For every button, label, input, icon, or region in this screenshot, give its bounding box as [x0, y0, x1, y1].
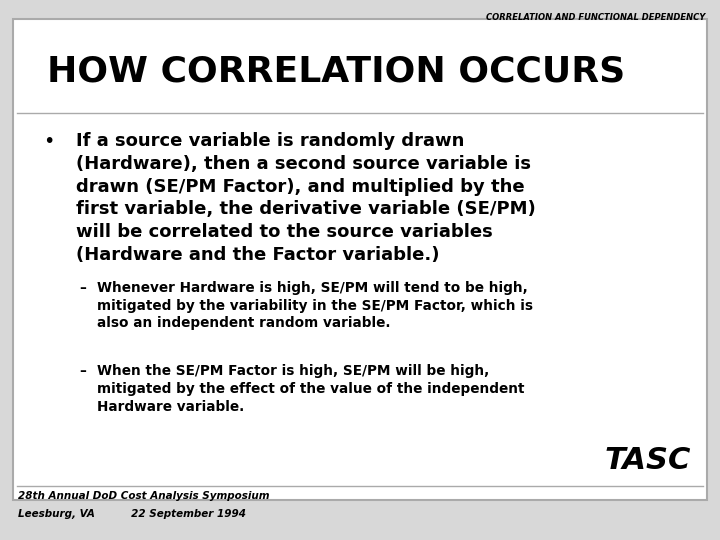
Text: Leesburg, VA          22 September 1994: Leesburg, VA 22 September 1994 — [18, 509, 246, 519]
Text: mitigated by the variability in the SE/PM Factor, which is: mitigated by the variability in the SE/P… — [97, 299, 534, 313]
Text: When the SE/PM Factor is high, SE/PM will be high,: When the SE/PM Factor is high, SE/PM wil… — [97, 364, 490, 379]
Text: also an independent random variable.: also an independent random variable. — [97, 316, 391, 330]
Text: (Hardware and the Factor variable.): (Hardware and the Factor variable.) — [76, 246, 439, 264]
Text: –: – — [79, 364, 86, 379]
Text: CORRELATION AND FUNCTIONAL DEPENDENCY: CORRELATION AND FUNCTIONAL DEPENDENCY — [486, 14, 706, 23]
Text: Whenever Hardware is high, SE/PM will tend to be high,: Whenever Hardware is high, SE/PM will te… — [97, 281, 528, 295]
Text: drawn (SE/PM Factor), and multiplied by the: drawn (SE/PM Factor), and multiplied by … — [76, 178, 524, 195]
Text: Hardware variable.: Hardware variable. — [97, 400, 245, 414]
Text: TASC: TASC — [605, 446, 691, 475]
Text: 28th Annual DoD Cost Analysis Symposium: 28th Annual DoD Cost Analysis Symposium — [18, 491, 269, 502]
FancyBboxPatch shape — [13, 19, 707, 500]
Text: (Hardware), then a second source variable is: (Hardware), then a second source variabl… — [76, 155, 531, 173]
Text: mitigated by the effect of the value of the independent: mitigated by the effect of the value of … — [97, 382, 525, 396]
Text: •: • — [43, 132, 55, 151]
Text: first variable, the derivative variable (SE/PM): first variable, the derivative variable … — [76, 200, 536, 218]
Text: –: – — [79, 281, 86, 295]
Text: will be correlated to the source variables: will be correlated to the source variabl… — [76, 223, 492, 241]
Text: If a source variable is randomly drawn: If a source variable is randomly drawn — [76, 132, 464, 150]
Text: HOW CORRELATION OCCURS: HOW CORRELATION OCCURS — [47, 54, 625, 88]
